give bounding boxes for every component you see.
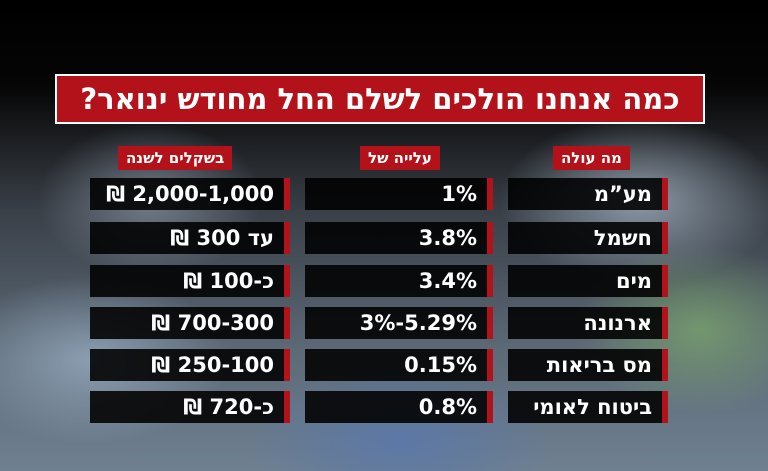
table-cell: 3.4%: [305, 265, 493, 297]
table-cell: ביטוח לאומי: [508, 391, 668, 423]
table-cell: 2,000-1,000 ₪: [90, 178, 290, 210]
table-cell: 0.8%: [305, 391, 493, 423]
table-cell: 700-300 ₪: [90, 307, 290, 339]
table-cell: 0.15%: [305, 349, 493, 381]
table-cell: 1%: [305, 178, 493, 210]
table-cell: כ-100 ₪: [90, 265, 290, 297]
table-cell: מים: [508, 265, 668, 297]
table-cell: מס בריאות: [508, 349, 668, 381]
column-header: עלייה של: [360, 146, 440, 170]
title: כמה אנחנו הולכים לשלם החל מחודש ינואר?: [55, 74, 705, 124]
table-cell: מע”מ: [508, 178, 668, 210]
table-cell: כ-720 ₪: [90, 391, 290, 423]
table-cell: 250-100 ₪: [90, 349, 290, 381]
table-cell: 5.29%-3%: [305, 307, 493, 339]
column-header: בשקלים לשנה: [118, 146, 233, 170]
table-cell: עד 300 ₪: [90, 222, 290, 254]
table-cell: 3.8%: [305, 222, 493, 254]
table-cell: ארנונה: [508, 307, 668, 339]
table-cell: חשמל: [508, 222, 668, 254]
column-header: מה עולה: [553, 146, 630, 170]
